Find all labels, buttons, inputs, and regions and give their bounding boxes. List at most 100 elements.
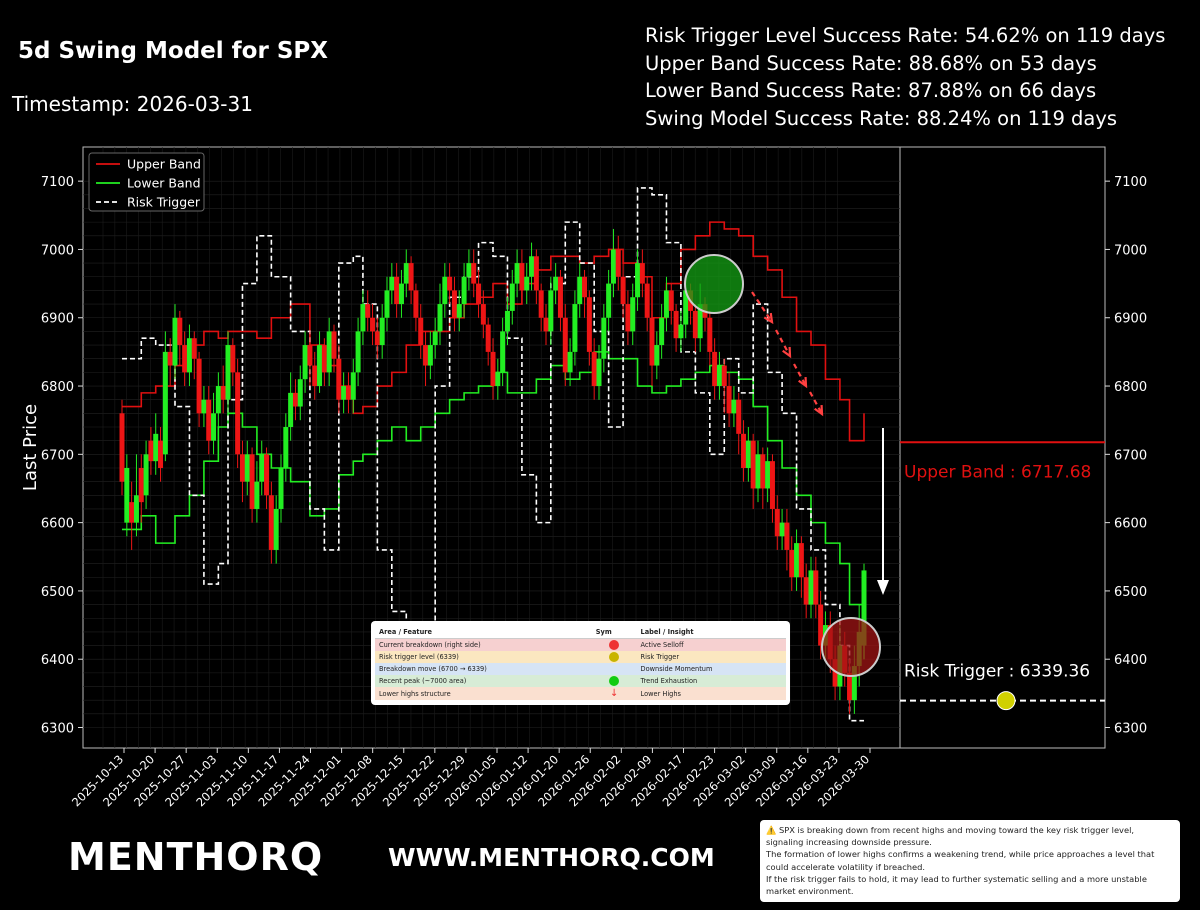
candle-body [235,372,241,455]
candle-body [557,276,563,318]
y-tick-label: 6600 [41,517,74,532]
candle-body [307,345,313,366]
candle-body [591,351,597,387]
candle-body [201,399,207,414]
candle-body [215,386,221,414]
candle-body [635,263,641,298]
menthorq-logo: MENTHORQ [68,835,324,879]
candle-body [832,659,838,687]
candle-body [162,351,168,455]
stat-swing-model: Swing Model Success Rate: 88.24% on 119 … [645,106,1118,130]
candle-body [572,304,578,352]
row-label: Risk Trigger [640,653,680,661]
candle-body [529,256,535,277]
candle-body [500,331,506,373]
candle-body [437,304,443,332]
candle-body [138,467,144,503]
y-tick-label-right: 7000 [1114,243,1147,258]
candle-body [577,276,583,305]
candle-body [586,297,592,352]
table-header-label: Label / Insight [636,626,786,639]
candle-body [379,317,385,346]
candle-body [254,481,260,509]
candle-body [129,502,135,523]
timestamp: Timestamp: 2026-03-31 [12,92,253,116]
y-tick-label: 6500 [41,585,74,600]
row-label: Downside Momentum [640,665,713,673]
note-line-3: If the risk trigger fails to hold, it ma… [766,873,1147,897]
candle-body [538,290,544,318]
candle-body [341,386,347,400]
candle-body [745,440,751,468]
candle-body [644,283,650,318]
y-tick-label-right: 6700 [1114,448,1147,463]
y-tick-label: 6400 [41,653,74,668]
candle-body [336,358,342,400]
chart-title: 5d Swing Model for SPX [18,38,328,64]
candle-body [519,263,525,291]
candle-body [292,392,298,407]
candle-body [668,290,674,311]
candle-body [158,440,164,468]
candle-body [345,386,351,400]
candle-body [803,577,809,605]
y-tick-label: 6700 [41,448,74,463]
candle-body [297,379,303,407]
candle-body [264,454,270,496]
table-header-feature: Area / Feature [375,626,592,639]
candle-body [543,317,549,332]
candle-body [350,372,356,400]
table-row: Recent peak (~7000 area) Trend Exhaustion [375,675,786,687]
candle-body [485,324,491,352]
candle-body [476,283,482,305]
candle-body [384,290,390,318]
candle-body [360,304,366,332]
candle-body [553,276,559,291]
candle-body [615,249,621,277]
row-feature: Breakdown move (6700 → 6339) [379,665,487,673]
candle-body [331,331,337,359]
candle-body [673,310,679,339]
candle-body [659,317,665,346]
green-dot-icon [609,676,620,686]
candle-body [851,666,857,701]
table-row: Lower highs structure ↓ Lower Highs [375,687,786,700]
y-tick-label: 6300 [41,722,74,737]
row-feature: Current breakdown (right side) [379,641,481,649]
candle-body [249,454,255,509]
candle-body [480,304,486,325]
candle-body [736,399,742,434]
candle-body [789,549,795,578]
candle-body [268,495,274,550]
candle-body [220,386,226,400]
candle-body [649,317,655,366]
candle-body [191,338,197,359]
candle-body [432,331,438,346]
candle-body [403,263,409,284]
arrow-head-icon [763,312,774,325]
candle-body [582,276,588,298]
legend-box [88,152,205,212]
candle-body [741,433,747,468]
candle-body [355,331,361,373]
table-row: Risk trigger level (6339) Risk Trigger [375,651,786,663]
candle-body [177,317,183,346]
candle-body [447,276,453,291]
candle-body [143,454,149,496]
candle-body [413,290,419,318]
candle-body [861,570,867,646]
candle-body [206,399,212,441]
risk-trigger-marker-icon [996,691,1016,711]
candle-body [707,317,713,352]
candle-body [663,290,669,318]
candle-body [760,454,766,489]
note-line-2: The formation of lower highs confirms a … [766,849,1155,872]
candle-body [567,351,573,373]
candle-body [692,310,698,339]
peak-highlight-circle [684,254,744,314]
candle-body [186,338,192,373]
candle-body [273,508,279,550]
y-tick-label: 7100 [41,175,74,190]
website-url[interactable]: WWW.MENTHORQ.COM [388,843,715,872]
candle-body [321,345,327,373]
